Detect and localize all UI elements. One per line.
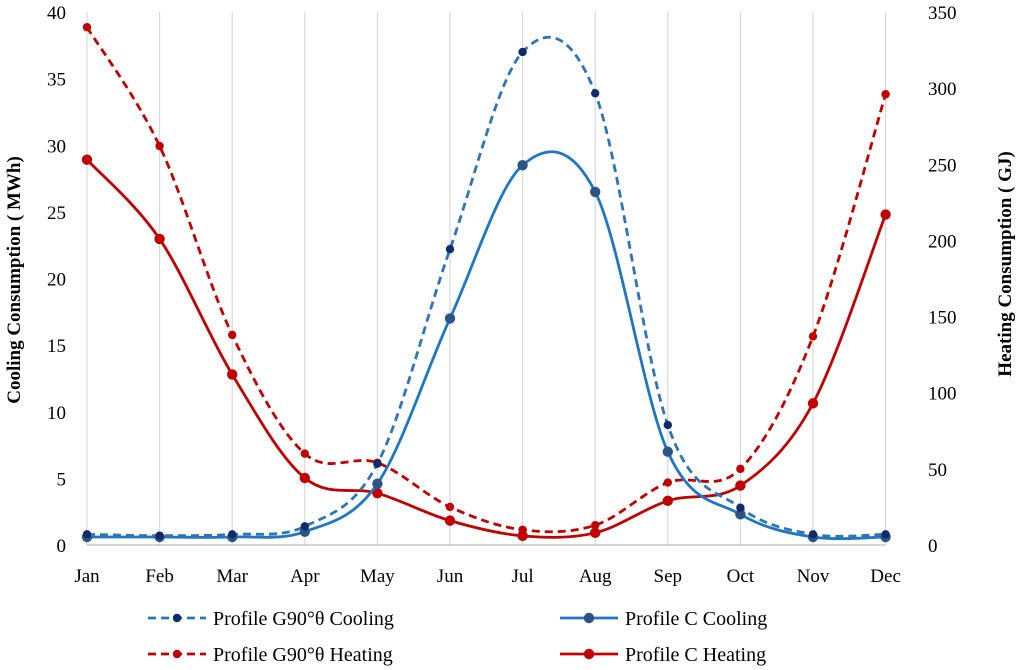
left-tick-label: 5: [57, 469, 67, 490]
data-point-profile-c-heating-apr: [299, 472, 310, 484]
data-point-profile-c-cooling-oct: [735, 509, 746, 520]
data-point-profile-c-cooling-jul: [517, 160, 528, 171]
data-point-profile-c-heating-jun: [444, 515, 456, 526]
legend-marker: [583, 612, 595, 624]
data-point-profile-g90-cooling-jan: [82, 530, 92, 539]
data-point-profile-g90-cooling-apr: [300, 522, 309, 531]
data-point-profile-g90-heating-jul: [518, 525, 527, 534]
data-point-profile-c-cooling-jun: [444, 313, 456, 324]
data-point-profile-g90-heating-sep: [663, 478, 672, 487]
left-tick-label: 35: [47, 70, 66, 91]
x-tick-label: Jul: [512, 566, 534, 587]
data-point-profile-g90-cooling-nov: [808, 530, 818, 539]
x-tick-label: Aug: [579, 566, 612, 587]
data-point-profile-c-cooling-may: [372, 478, 383, 489]
data-point-profile-g90-heating-oct: [736, 464, 745, 474]
right-tick-label: 100: [928, 384, 957, 405]
left-tick-label: 40: [47, 3, 66, 24]
left-tick-label: 30: [47, 136, 66, 157]
data-point-profile-g90-cooling-jul: [518, 47, 527, 57]
data-point-profile-g90-heating-dec: [881, 90, 890, 99]
legend-marker: [583, 648, 595, 660]
series-line-profile-c-heating: [85, 158, 887, 539]
legend-label: Profile G90°θ Heating: [213, 644, 393, 666]
right-tick-label: 0: [928, 536, 938, 557]
left-tick-label: 0: [57, 536, 67, 557]
legend-marker: [172, 649, 182, 659]
data-point-profile-g90-cooling-mar: [228, 530, 237, 539]
right-y-axis-title: Heating Consumption ( GJ): [995, 151, 1016, 376]
series-line-profile-c-cooling: [87, 150, 886, 541]
x-tick-label: May: [360, 566, 395, 587]
legend-item-profile-c-heating: Profile C Heating: [560, 644, 766, 666]
data-point-profile-g90-heating-aug: [591, 521, 600, 530]
vertical-gridlines: [86, 12, 887, 545]
series-line-profile-g90-heating: [85, 26, 887, 534]
series-profile-g90-heating: [82, 23, 890, 534]
data-point-profile-c-heating-jul: [517, 530, 528, 542]
data-point-profile-c-heating-may: [372, 488, 383, 499]
legend: Profile G90°θ Cooling Profile C Cooling Pr…: [148, 608, 767, 666]
data-point-profile-c-heating-aug: [590, 527, 601, 539]
x-tick-label: Mar: [216, 566, 248, 587]
legend-item-profile-c-cooling: Profile C Cooling: [560, 608, 767, 630]
data-point-profile-c-cooling-sep: [662, 446, 673, 457]
data-point-profile-g90-heating-nov: [808, 332, 818, 341]
data-point-profile-c-heating-jan: [81, 154, 93, 165]
x-tick-label: Jun: [437, 566, 464, 587]
right-tick-label: 300: [928, 79, 957, 100]
data-point-profile-g90-heating-feb: [155, 141, 164, 151]
data-point-profile-g90-cooling-jun: [445, 244, 455, 254]
x-tick-label: Dec: [870, 566, 901, 587]
data-point-profile-c-heating-dec: [880, 209, 891, 220]
x-tick-label: Nov: [797, 566, 830, 587]
right-tick-label: 250: [928, 155, 957, 176]
right-tick-label: 150: [928, 308, 957, 329]
legend-label: Profile C Cooling: [625, 608, 767, 630]
right-y-axis-ticks: 0 50 100 150 200 250 300 350: [928, 3, 957, 557]
data-point-profile-g90-cooling-feb: [155, 531, 164, 540]
x-tick-label: Feb: [145, 566, 174, 587]
data-point-profile-c-heating-oct: [735, 480, 746, 491]
legend-item-profile-g90-heating: Profile G90°θ Heating: [148, 644, 393, 666]
left-y-axis-ticks: 0 5 10 15 20 25 30 35 40: [47, 3, 66, 557]
right-tick-label: 50: [928, 460, 947, 481]
data-point-profile-c-cooling-aug: [590, 186, 601, 198]
x-tick-label: Sep: [654, 566, 683, 587]
data-point-profile-g90-cooling-may: [373, 459, 382, 468]
data-point-profile-c-heating-mar: [227, 369, 238, 380]
left-y-axis-title: Cooling Consumption ( MWh): [4, 156, 25, 404]
series-profile-g90-cooling: [82, 35, 890, 540]
series-line-profile-g90-cooling: [86, 35, 886, 538]
data-point-profile-g90-heating-apr: [300, 449, 309, 458]
data-point-profile-c-heating-sep: [662, 495, 673, 507]
data-point-profile-g90-heating-jun: [445, 502, 455, 512]
series-group: [81, 23, 891, 543]
data-point-profile-g90-cooling-sep: [663, 420, 672, 430]
right-tick-label: 350: [928, 3, 957, 24]
left-tick-label: 15: [47, 336, 66, 357]
data-point-profile-g90-cooling-oct: [736, 503, 745, 512]
legend-label: Profile C Heating: [625, 644, 766, 666]
series-profile-c-heating: [81, 154, 891, 542]
left-tick-label: 10: [47, 403, 66, 424]
x-axis-ticks: Jan Feb Mar Apr May Jun Jul Aug Sep Oct Nov Dec: [74, 566, 901, 587]
data-point-profile-c-heating-nov: [807, 398, 819, 409]
legend-marker: [172, 613, 182, 623]
left-tick-label: 25: [47, 203, 66, 224]
x-tick-label: Jan: [74, 566, 100, 587]
left-tick-label: 20: [47, 270, 66, 291]
data-point-profile-g90-heating-mar: [228, 330, 237, 340]
legend-label: Profile G90°θ Cooling: [213, 608, 394, 630]
x-tick-label: Apr: [290, 566, 320, 587]
right-tick-label: 200: [928, 231, 957, 252]
data-point-profile-g90-heating-jan: [82, 23, 92, 32]
data-point-profile-g90-cooling-dec: [881, 530, 890, 539]
legend-item-profile-g90-cooling: Profile G90°θ Cooling: [148, 608, 394, 630]
series-profile-c-cooling: [81, 150, 891, 543]
data-point-profile-c-heating-feb: [154, 233, 165, 245]
data-point-profile-g90-cooling-aug: [591, 89, 600, 98]
x-tick-label: Oct: [727, 566, 755, 587]
